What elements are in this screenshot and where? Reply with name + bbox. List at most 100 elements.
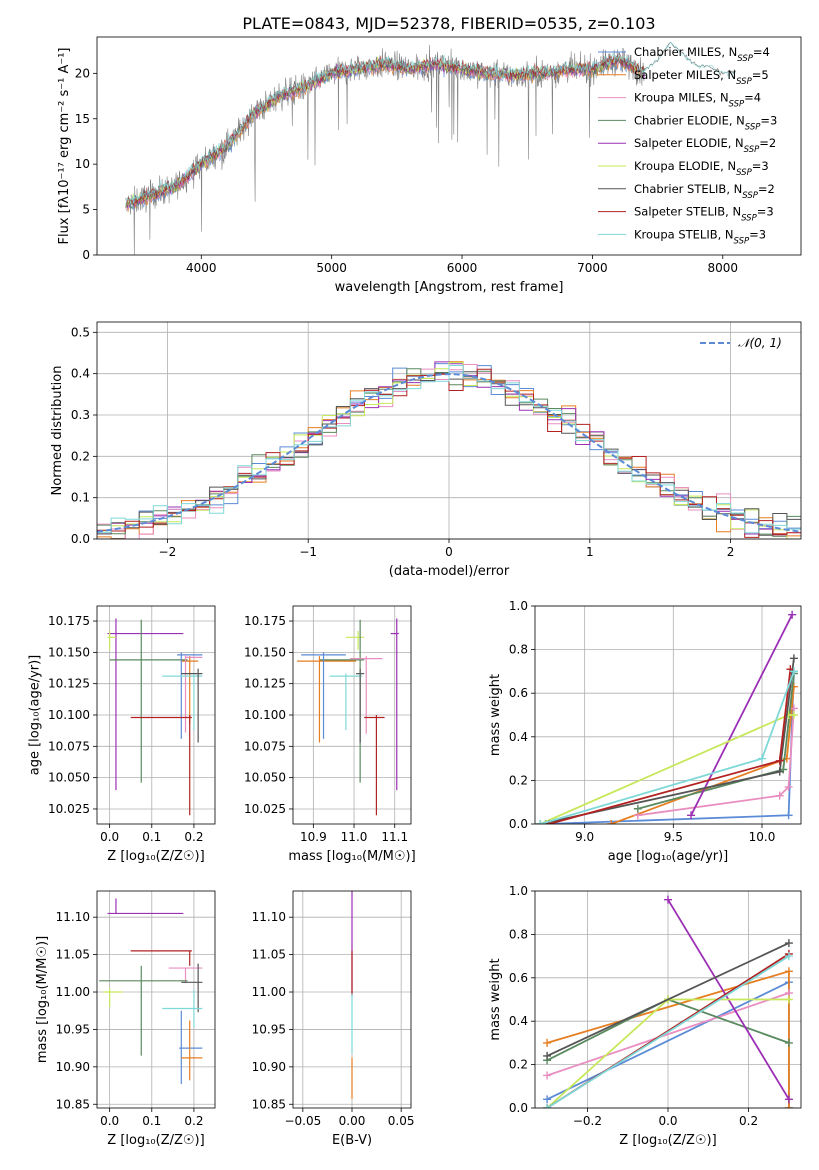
y-tick-label: 10.150 xyxy=(244,645,286,659)
axes-frame xyxy=(96,890,216,1109)
model-spectrum-chab_elod xyxy=(125,56,645,210)
weight-marker-chab_miles xyxy=(784,811,793,820)
axes-frame xyxy=(292,890,412,1109)
weight-marker-salp_elod xyxy=(664,895,672,904)
panel-residuals: −2 −1 0 1 2 0.0 0.1 0.2 0.3 0.4 0.5 (data-model)/er… xyxy=(50,321,802,579)
x-tick-label: 0 xyxy=(445,545,453,559)
plot-area-weight_vs_age xyxy=(536,610,798,824)
residual-hist-salp_stel xyxy=(97,368,801,538)
x-tick-label: 2 xyxy=(727,545,735,559)
y-axis-label: Normed distribution xyxy=(50,366,65,496)
weight-marker-krou_stel xyxy=(789,667,798,676)
x-axis-label: Z [log₁₀(Z/Z☉)] xyxy=(107,1133,204,1148)
y-tick-label: 10.075 xyxy=(244,739,286,753)
x-tick-label: −0.05 xyxy=(284,1114,321,1128)
weight-marker-chab_stel xyxy=(775,767,784,776)
x-tick-label: 0.0 xyxy=(100,830,119,844)
x-axis-label: wavelength [Angstrom, rest frame] xyxy=(335,280,564,295)
errorbar-chab_stel xyxy=(181,668,203,743)
weight-marker-salp_stel xyxy=(775,756,784,765)
errorbar-chab_elod xyxy=(319,619,365,783)
y-tick-label: 0.3 xyxy=(71,408,90,422)
weight-marker-salp_elod xyxy=(788,610,797,619)
errorbar-krou_elod xyxy=(103,988,123,1007)
y-tick-label: 10.85 xyxy=(252,1097,286,1111)
y-tick-label: 11.05 xyxy=(56,948,90,962)
x-tick-label: 5000 xyxy=(316,261,347,275)
axes-frame xyxy=(534,605,802,825)
errorbar-salp_miles xyxy=(181,1020,203,1081)
y-axis-label: mass [log₁₀(M/M☉)] xyxy=(35,936,50,1063)
legend-label: Chabrier ELODIE, NSSP=3 xyxy=(634,113,777,132)
legend-label: Salpeter STELIB, NSSP=3 xyxy=(634,205,774,224)
x-axis-label: E(B-V) xyxy=(332,1133,372,1148)
x-tick-label: 0.00 xyxy=(339,1114,366,1128)
weight-line-chab_stel xyxy=(546,942,790,1057)
panel-mass_vs_ebv: −0.05 0.00 0.05 10.85 10.90 10.95 11.00 11.05 11… xyxy=(252,890,415,1148)
weight-marker-krou_stel xyxy=(536,820,545,824)
y-tick-label: 0 xyxy=(82,248,90,262)
errorbar-salp_miles xyxy=(181,656,199,724)
axes-frame xyxy=(96,321,802,540)
y-tick-label: 1.0 xyxy=(509,599,528,613)
weight-marker-salp_elod xyxy=(784,1095,793,1104)
y-tick-label: 10.100 xyxy=(244,708,286,722)
y-tick-label: 0.4 xyxy=(71,367,90,381)
x-tick-label: 0.05 xyxy=(388,1114,415,1128)
legend-label: Salpeter ELODIE, NSSP=2 xyxy=(634,136,776,155)
axes-frame xyxy=(534,890,802,1109)
x-tick-label: −0.2 xyxy=(573,1114,602,1128)
y-tick-label: 0.1 xyxy=(71,491,90,505)
x-tick-label: 11.0 xyxy=(341,830,368,844)
errorbar-chab_stel xyxy=(356,668,365,743)
spectrum-legend: Chabrier MILES, NSSP=4 Salpeter MILES, NS… xyxy=(598,45,777,246)
x-tick-label: 0.2 xyxy=(184,1114,203,1128)
y-tick-label: 10.175 xyxy=(48,614,90,628)
x-tick-label: 7000 xyxy=(577,261,608,275)
weight-marker-salp_miles xyxy=(543,1038,552,1047)
panel-weight_vs_Z: −0.2 0.0 0.2 0.0 0.2 0.4 0.6 0.8 1.0 Z [log₁₀(Z/Z… xyxy=(488,884,802,1148)
x-tick-label: −2 xyxy=(159,545,177,559)
y-tick-label: 20 xyxy=(75,66,90,80)
errorbar-salp_stel xyxy=(130,950,192,966)
y-axis-label: mass weight xyxy=(488,674,503,756)
x-tick-label: 10.0 xyxy=(749,830,776,844)
figure-title: PLATE=0843, MJD=52378, FIBERID=0535, z=0… xyxy=(242,14,655,33)
plot-area-residuals xyxy=(97,361,801,539)
x-tick-label: 0.1 xyxy=(142,830,161,844)
y-tick-label: 0.2 xyxy=(509,773,528,787)
weight-marker-salp_miles xyxy=(784,967,793,976)
weight-marker-chab_elod xyxy=(784,1038,793,1047)
y-axis-label: Flux [fλ10⁻¹⁷ erg cm⁻² s⁻¹ A⁻¹] xyxy=(57,48,72,245)
x-tick-label: 0.2 xyxy=(739,1114,758,1128)
y-tick-label: 0.8 xyxy=(509,643,528,657)
panel-weight_vs_age: 9.0 9.5 10.0 0.0 0.2 0.4 0.6 0.8 1.0 age [log₁₀(a… xyxy=(488,599,802,864)
x-tick-label: 8000 xyxy=(708,261,739,275)
errorbar-chab_miles xyxy=(179,1010,203,1085)
legend-label: Kroupa MILES, NSSP=4 xyxy=(634,91,761,110)
legend-label: Kroupa STELIB, NSSP=3 xyxy=(634,227,766,246)
y-tick-label: 10.90 xyxy=(56,1060,90,1074)
y-tick-label: 10.025 xyxy=(244,802,286,816)
x-tick-label: 0.1 xyxy=(142,1114,161,1128)
y-tick-label: 10.025 xyxy=(48,802,90,816)
errorbar-krou_elod xyxy=(345,631,365,650)
axes-frame xyxy=(96,36,802,256)
plot-area-weight_vs_Z xyxy=(543,895,793,1108)
y-tick-label: 11.10 xyxy=(56,910,90,924)
x-tick-label: 1 xyxy=(586,545,594,559)
y-tick-label: 0.6 xyxy=(509,686,528,700)
weight-marker-chab_stel xyxy=(789,654,798,663)
y-tick-label: 11.05 xyxy=(252,948,286,962)
errorbar-chab_miles xyxy=(177,652,203,739)
y-tick-label: 0.5 xyxy=(71,325,90,339)
legend-label: Kroupa ELODIE, NSSP=3 xyxy=(634,159,769,178)
weight-marker-salp_miles xyxy=(784,1104,793,1108)
model-spectrum-salp_elod xyxy=(125,54,645,209)
y-tick-label: 5 xyxy=(82,203,90,217)
model-spectrum-krou_miles xyxy=(125,57,645,210)
y-tick-label: 10.050 xyxy=(244,771,286,785)
weight-marker-krou_stel xyxy=(784,952,793,961)
y-tick-label: 11.10 xyxy=(252,910,286,924)
